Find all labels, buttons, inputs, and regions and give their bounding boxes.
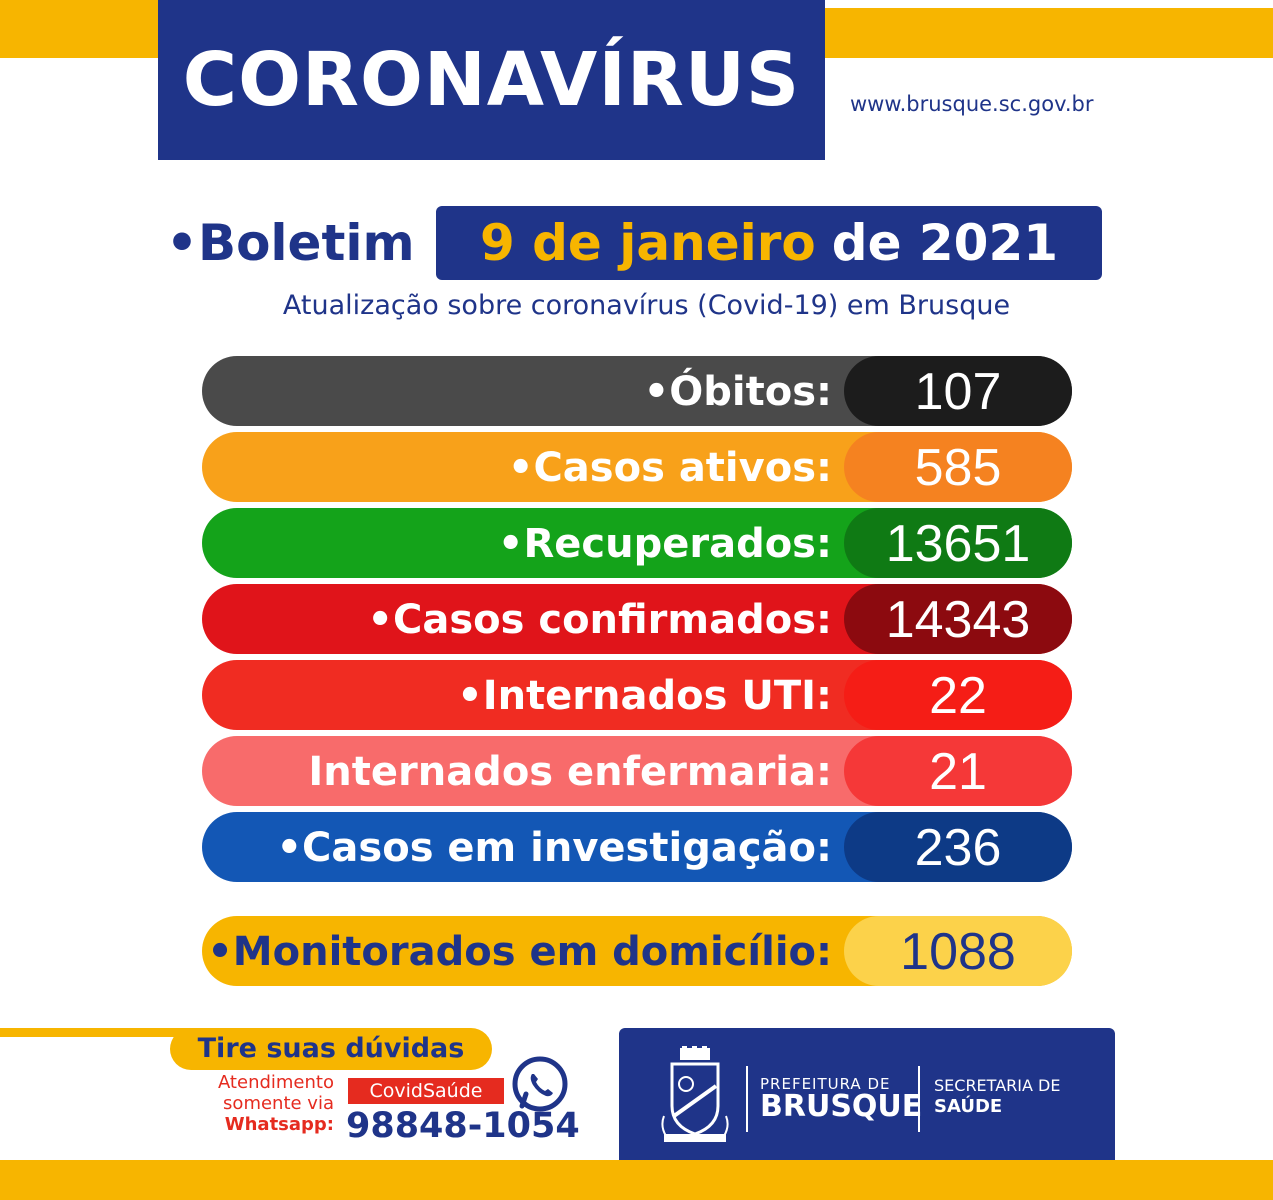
stat-row-casos-investigacao: •Casos em investigação: 236 <box>202 812 1072 882</box>
stat-row-casos-confirmados: •Casos confirmados: 14343 <box>202 584 1072 654</box>
stat-value: 13651 <box>844 508 1072 578</box>
site-url: www.brusque.sc.gov.br <box>850 92 1094 116</box>
stat-label: •Internados UTI: <box>457 673 832 719</box>
secretaria-label: SECRETARIA DE <box>934 1076 1061 1095</box>
stat-row-casos-ativos: •Casos ativos: 585 <box>202 432 1072 502</box>
stat-label: •Casos ativos: <box>507 445 832 491</box>
title-banner: CORONAVÍRUS <box>158 0 825 160</box>
stat-row-monitorados: •Monitorados em domicílio: 1088 <box>202 916 1072 986</box>
page-title: CORONAVÍRUS <box>182 37 801 123</box>
contact-heading: Tire suas dúvidas <box>170 1028 492 1070</box>
stat-label: •Monitorados em domicílio: <box>207 929 832 975</box>
stat-row-obitos: •Óbitos: 107 <box>202 356 1072 426</box>
covid-tag: CovidSaúde <box>348 1078 504 1104</box>
contact-line-3: Whatsapp: <box>224 1114 334 1135</box>
contact-line-2: somente via <box>223 1093 334 1114</box>
top-stripe-gap <box>825 0 1273 8</box>
stat-label: Internados enfermaria: <box>308 749 832 795</box>
stat-label: •Óbitos: <box>643 369 832 415</box>
stat-label: •Casos em investigação: <box>276 825 832 871</box>
stat-row-recuperados: •Recuperados: 13651 <box>202 508 1072 578</box>
stat-row-internados-enfermaria: Internados enfermaria: 21 <box>202 736 1072 806</box>
stat-value: 21 <box>844 736 1072 806</box>
stat-value: 236 <box>844 812 1072 882</box>
stat-value: 22 <box>844 660 1072 730</box>
contact-stripe <box>0 1028 230 1037</box>
whatsapp-icon[interactable] <box>512 1056 568 1112</box>
date-highlight: 9 de janeiro <box>479 214 816 272</box>
stat-row-internados-uti: •Internados UTI: 22 <box>202 660 1072 730</box>
brusque-label: BRUSQUE <box>760 1089 923 1124</box>
logo-divider <box>746 1066 748 1132</box>
bulletin-label: •Boletim <box>166 214 415 272</box>
bulletin-date: 9 de janeiro de 2021 <box>436 206 1102 280</box>
logo-divider <box>918 1066 920 1132</box>
bulletin-subtitle: Atualização sobre coronavírus (Covid-19)… <box>282 290 1011 321</box>
contact-info: Atendimento somente via Whatsapp: <box>198 1072 334 1135</box>
phone-number[interactable]: 98848-1054 <box>346 1106 580 1146</box>
date-year: de 2021 <box>831 214 1059 272</box>
stat-value: 585 <box>844 432 1072 502</box>
stat-label: •Casos confirmados: <box>367 597 832 643</box>
city-crest <box>661 1046 729 1142</box>
bottom-stripe <box>0 1160 1273 1200</box>
stat-value: 14343 <box>844 584 1072 654</box>
stat-label: •Recuperados: <box>497 521 832 567</box>
stat-value: 107 <box>844 356 1072 426</box>
prefeitura-label: PREFEITURA DE <box>760 1075 891 1093</box>
contact-line-1: Atendimento <box>217 1072 334 1093</box>
stat-value: 1088 <box>844 916 1072 986</box>
saude-label: SAÚDE <box>934 1096 1003 1117</box>
